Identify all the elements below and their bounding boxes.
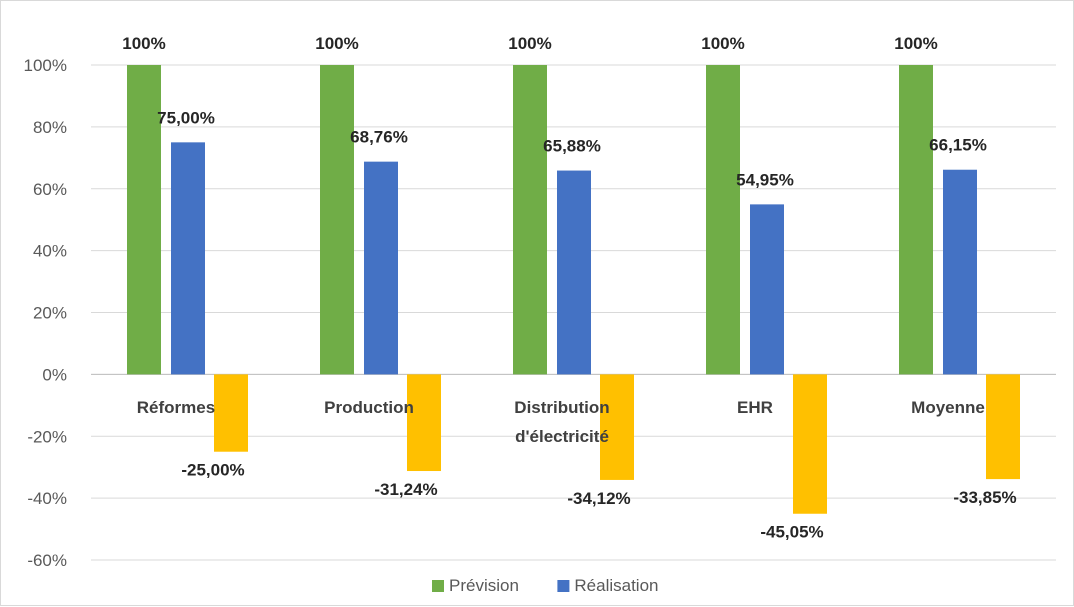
bar-ecart (407, 374, 441, 472)
data-label-prevision: 100% (122, 34, 165, 53)
bar-prevision (320, 65, 354, 375)
legend-label-prevision: Prévision (449, 576, 519, 595)
data-label-realisation: 68,76% (350, 128, 408, 147)
bar-realisation (171, 142, 205, 375)
bar-realisation (750, 204, 784, 375)
data-label-prevision: 100% (701, 34, 744, 53)
category-label: EHR (737, 398, 773, 417)
y-tick-label: -40% (27, 489, 67, 508)
y-tick-label: -20% (27, 427, 67, 446)
data-label-ecart: -25,00% (181, 461, 244, 480)
category-label: d'électricité (515, 427, 609, 446)
bar-prevision (513, 65, 547, 375)
data-label-prevision: 100% (894, 34, 937, 53)
data-label-realisation: 66,15% (929, 136, 987, 155)
y-tick-label: 100% (24, 56, 67, 75)
bar-ecart (214, 374, 248, 452)
bar-prevision (127, 65, 161, 375)
data-label-ecart: -45,05% (760, 523, 823, 542)
bar-ecart (793, 374, 827, 514)
bar-realisation (943, 169, 977, 375)
y-tick-label: 80% (33, 118, 67, 137)
category-label: Production (324, 398, 414, 417)
bar-ecart (986, 374, 1020, 480)
bar-realisation (557, 170, 591, 375)
data-label-ecart: -31,24% (374, 480, 437, 499)
data-label-realisation: 54,95% (736, 170, 794, 189)
bar-ecart (600, 374, 634, 480)
data-label-ecart: -34,12% (567, 489, 630, 508)
data-label-realisation: 65,88% (543, 137, 601, 156)
bar-prevision (706, 65, 740, 375)
category-label: Moyenne (911, 398, 985, 417)
legend-label-realisation: Réalisation (574, 576, 658, 595)
legend-swatch-realisation (557, 580, 570, 592)
bar-prevision (899, 65, 933, 375)
data-label-prevision: 100% (508, 34, 551, 53)
data-label-realisation: 75,00% (157, 108, 215, 127)
category-label: Distribution (514, 398, 609, 417)
data-label-prevision: 100% (315, 34, 358, 53)
y-tick-label: 0% (42, 365, 67, 384)
legend-swatch-prevision (432, 580, 444, 592)
y-tick-label: 60% (33, 180, 67, 199)
category-label: Réformes (137, 398, 215, 417)
y-tick-label: 40% (33, 242, 67, 261)
y-tick-label: -60% (27, 551, 67, 570)
y-tick-label: 20% (33, 304, 67, 323)
data-label-ecart: -33,85% (953, 488, 1016, 507)
bar-realisation (364, 161, 398, 375)
